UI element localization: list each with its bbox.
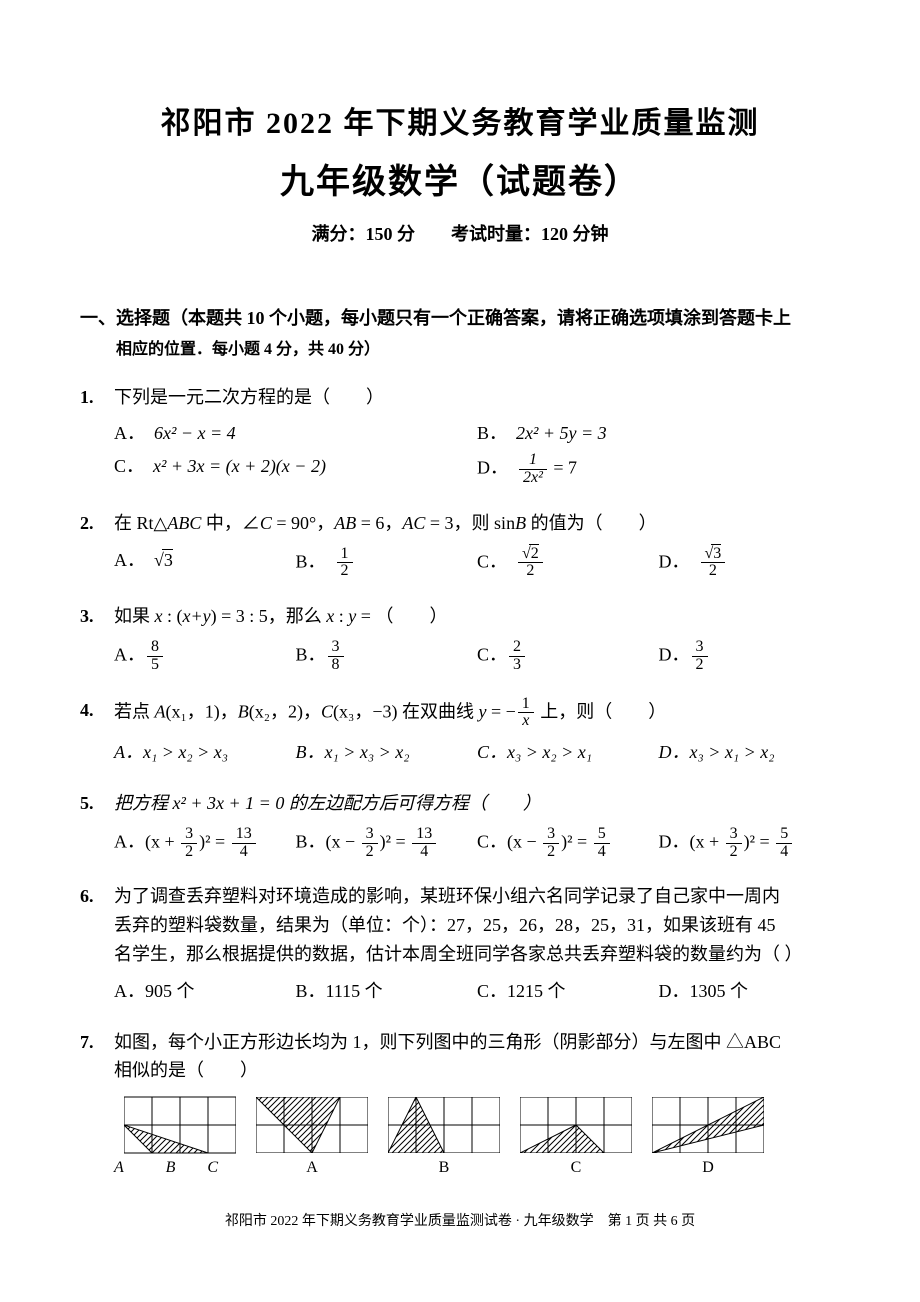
q1-opt-a: A． 6x² − x = 4 — [114, 417, 477, 450]
q5-number: 5. — [80, 789, 114, 862]
question-6: 6. 为了调查丢弃塑料对环境造成的影响，某班环保小组六名同学记录了自己家中一周内… — [80, 882, 840, 1007]
q1-number: 1. — [80, 383, 114, 489]
section-desc-1: （本题共 10 个小题，每小题只有一个正确答案，请将正确选项填涂到答题卡上 — [170, 304, 840, 333]
q3-opt-c: C．23 — [477, 637, 659, 676]
q5-stem: 把方程 x² + 3x + 1 = 0 的左边配方后可得方程（ ） — [114, 789, 840, 818]
title-line-1: 祁阳市 2022 年下期义务教育学业质量监测 — [80, 100, 840, 148]
q5-opt-a: A．(x + 32)² = 134 — [114, 824, 296, 863]
q6-opt-a: A．905 个 — [114, 975, 296, 1008]
section-desc-2: 相应的位置．每小题 4 分，共 40 分） — [80, 337, 840, 363]
q5-opt-b: B．(x − 32)² = 134 — [296, 824, 478, 863]
q7-opt-c-figure: C — [520, 1097, 632, 1181]
subtitle: 满分：150 分 考试时量：120 分钟 — [80, 220, 840, 249]
q2-stem: 在 Rt△ABC 中，∠C = 90°，AB = 6，AC = 3，则 sinB… — [114, 509, 840, 538]
q2-opt-c: C． √22 — [477, 544, 659, 583]
q4-opt-d: D．x₃ > x₁ > x₂ — [659, 736, 841, 769]
q1-opt-d: D． 12x² = 7 — [477, 450, 840, 489]
q6-opt-c: C．1215 个 — [477, 975, 659, 1008]
q2-opt-a: A． √3 — [114, 544, 296, 583]
question-7: 7. 如图，每个小正方形边长均为 1，则下列图中的三角形（阴影部分）与左图中 △… — [80, 1028, 840, 1181]
q7-ref-figure: ABC — [124, 1095, 236, 1181]
question-2: 2. 在 Rt△ABC 中，∠C = 90°，AB = 6，AC = 3，则 s… — [80, 509, 840, 582]
question-1: 1. 下列是一元二次方程的是（ ） A． 6x² − x = 4 B． 2x² … — [80, 383, 840, 489]
q7-stem: 如图，每个小正方形边长均为 1，则下列图中的三角形（阴影部分）与左图中 △ABC… — [114, 1028, 840, 1086]
q3-stem: 如果 x : (x+y) = 3 : 5，那么 x : y = （ ） — [114, 602, 840, 631]
q3-opt-d: D．32 — [659, 637, 841, 676]
q6-stem: 为了调查丢弃塑料对环境造成的影响，某班环保小组六名同学记录了自己家中一周内 丢弃… — [114, 882, 840, 968]
q4-opt-c: C．x₃ > x₂ > x₁ — [477, 736, 659, 769]
section-lead: 一、选择题 — [80, 304, 170, 333]
q1-stem: 下列是一元二次方程的是（ ） — [114, 383, 840, 412]
q5-opt-d: D．(x + 32)² = 54 — [659, 824, 841, 863]
q3-opt-b: B．38 — [296, 637, 478, 676]
question-5: 5. 把方程 x² + 3x + 1 = 0 的左边配方后可得方程（ ） A．(… — [80, 789, 840, 862]
q7-opt-d-figure: D — [652, 1097, 764, 1181]
q6-number: 6. — [80, 882, 114, 1007]
q5-opt-c: C．(x − 32)² = 54 — [477, 824, 659, 863]
q1-opt-b: B． 2x² + 5y = 3 — [477, 417, 840, 450]
q7-opt-a-figure: A — [256, 1097, 368, 1181]
q4-number: 4. — [80, 696, 114, 769]
q7-number: 7. — [80, 1028, 114, 1181]
q6-opt-b: B．1115 个 — [296, 975, 478, 1008]
section-1-heading: 一、选择题 （本题共 10 个小题，每小题只有一个正确答案，请将正确选项填涂到答… — [80, 304, 840, 333]
q1-opt-c: C． x² + 3x = (x + 2)(x − 2) — [114, 450, 477, 489]
question-3: 3. 如果 x : (x+y) = 3 : 5，那么 x : y = （ ） A… — [80, 602, 840, 675]
q3-opt-a: A．85 — [114, 637, 296, 676]
q6-opt-d: D．1305 个 — [659, 975, 841, 1008]
q2-opt-b: B． 12 — [296, 544, 478, 583]
q3-number: 3. — [80, 602, 114, 675]
question-4: 4. 若点 A(x₁，1)，B(x₂，2)，C(x₃，−3) 在双曲线 y = … — [80, 696, 840, 769]
q7-opt-b-figure: B — [388, 1097, 500, 1181]
q4-opt-b: B．x₁ > x₃ > x₂ — [296, 736, 478, 769]
page-footer: 祁阳市 2022 年下期义务教育学业质量监测试卷 · 九年级数学 第 1 页 共… — [80, 1211, 840, 1233]
q4-stem: 若点 A(x₁，1)，B(x₂，2)，C(x₃，−3) 在双曲线 y = −1x… — [114, 696, 840, 731]
q2-opt-d: D． √32 — [659, 544, 841, 583]
q7-figures: ABC A — [114, 1095, 840, 1181]
q2-number: 2. — [80, 509, 114, 582]
q4-opt-a: A．x₁ > x₂ > x₃ — [114, 736, 296, 769]
title-line-2: 九年级数学（试题卷） — [80, 156, 840, 210]
